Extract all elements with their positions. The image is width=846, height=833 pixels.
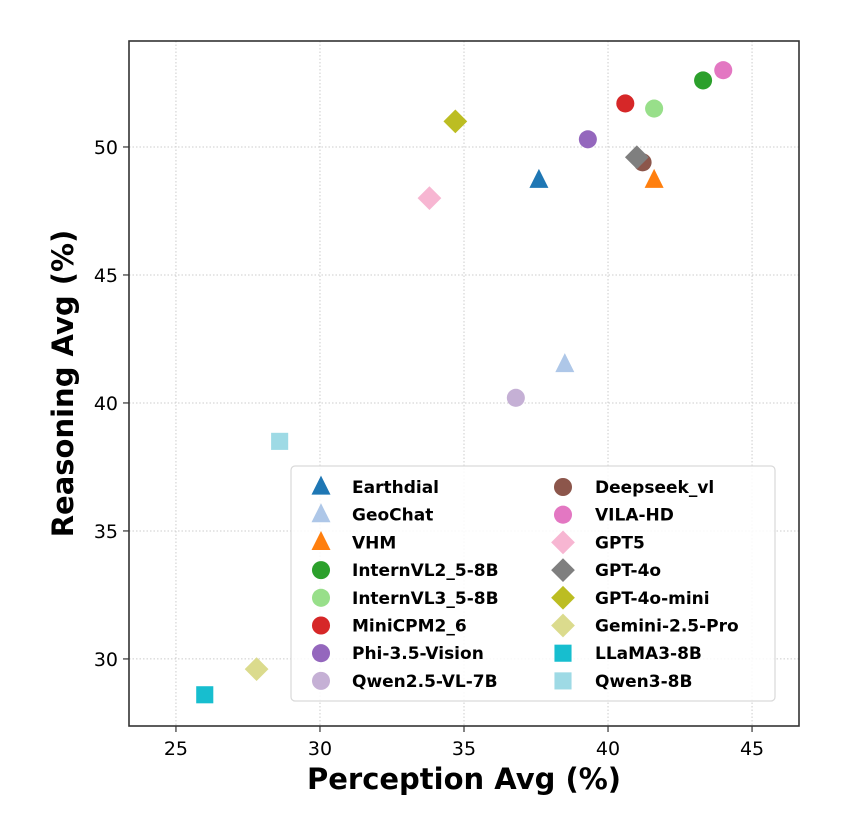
legend-marker-deepseek-vl: [553, 477, 573, 497]
legend-label: Gemini-2.5-Pro: [595, 617, 739, 637]
y-tick-label: 50: [94, 137, 118, 159]
legend-marker-internvl2-5-8b: [311, 561, 331, 580]
x-tick-label: 35: [452, 738, 476, 760]
point-phi-3-5-vision: [578, 130, 597, 149]
x-tick-label: 25: [164, 738, 188, 760]
legend-label: Deepseek_vl: [595, 478, 714, 498]
data-points: [196, 61, 733, 704]
legend-marker-gpt5: [551, 530, 575, 555]
legend-marker-qwen2-5-vl-7b: [311, 671, 331, 690]
point-gemini-2-5-pro: [244, 657, 269, 682]
legend-label: Phi-3.5-Vision: [352, 644, 484, 664]
legend-box: [290, 465, 776, 702]
legend-item-qwen2-5-vl-7b: Qwen2.5-VL-7B: [311, 671, 498, 692]
legend-item-gemini-2-5-pro: Gemini-2.5-Pro: [551, 613, 739, 638]
legend-item-gpt5: GPT5: [551, 530, 645, 555]
legend-label: InternVL3_5-8B: [352, 589, 499, 609]
legend-marker-geochat: [311, 503, 331, 523]
legend-item-internvl3-5-8b: InternVL3_5-8B: [311, 588, 499, 609]
point-llama3-8b: [196, 686, 214, 704]
x-axis-ticks: 25 30 35 40 45: [164, 726, 764, 760]
point-minicpm2-6: [616, 94, 635, 113]
legend-marker-vila-hd: [553, 505, 573, 524]
legend-item-phi-3-5-vision: Phi-3.5-Vision: [311, 644, 484, 664]
legend-label: InternVL2_5-8B: [352, 561, 499, 581]
point-gpt-4o-mini: [443, 109, 468, 134]
legend-item-vila-hd: VILA-HD: [553, 505, 674, 526]
legend-item-llama3-8b: LLaMA3-8B: [554, 644, 702, 664]
point-geochat: [555, 353, 575, 373]
legend-label: GPT-4o-mini: [595, 589, 710, 609]
legend-marker-phi-3-5-vision: [311, 644, 331, 663]
legend-label: LLaMA3-8B: [595, 644, 702, 664]
legend-item-vhm: VHM: [311, 531, 396, 553]
point-internvl3-5-8b: [645, 99, 664, 118]
legend-label: VHM: [352, 533, 396, 553]
point-gpt-4o: [624, 145, 649, 170]
point-earthdial: [529, 168, 549, 188]
legend: Earthdial GeoChat VHM InternVL2_5-8B InternV…: [290, 465, 776, 702]
legend-item-minicpm2-6: MiniCPM2_6: [311, 616, 467, 637]
point-internvl2-5-8b: [694, 71, 713, 90]
x-axis-label: Perception Avg (%): [307, 762, 621, 796]
legend-item-geochat: GeoChat: [311, 503, 433, 526]
legend-marker-llama3-8b: [554, 644, 572, 662]
legend-marker-internvl3-5-8b: [311, 588, 331, 607]
legend-label: VILA-HD: [595, 506, 674, 526]
y-tick-label: 45: [94, 265, 118, 287]
y-tick-label: 30: [94, 649, 118, 671]
point-qwen2-5-vl-7b: [506, 388, 525, 407]
legend-item-deepseek-vl: Deepseek_vl: [553, 477, 714, 498]
legend-marker-gemini-2-5-pro: [551, 613, 575, 638]
legend-marker-minicpm2-6: [311, 616, 331, 635]
legend-label: Earthdial: [352, 478, 439, 498]
legend-item-earthdial: Earthdial: [311, 475, 439, 498]
legend-label: MiniCPM2_6: [352, 617, 467, 637]
legend-item-gpt-4o-mini: GPT-4o-mini: [551, 585, 710, 610]
legend-item-internvl2-5-8b: InternVL2_5-8B: [311, 561, 499, 581]
y-axis-ticks: 30 35 40 45 50: [94, 137, 129, 671]
x-tick-label: 45: [740, 738, 764, 760]
legend-label: Qwen2.5-VL-7B: [352, 672, 498, 692]
y-tick-label: 35: [94, 521, 118, 543]
x-tick-label: 30: [308, 738, 332, 760]
y-axis-label: Reasoning Avg (%): [46, 230, 80, 538]
legend-label: Qwen3-8B: [595, 672, 692, 692]
legend-marker-vhm: [311, 531, 331, 550]
x-tick-label: 40: [596, 738, 620, 760]
legend-label: GPT5: [595, 533, 645, 553]
point-vila-hd: [714, 61, 733, 80]
legend-marker-gpt-4o: [551, 558, 575, 582]
y-tick-label: 40: [94, 393, 118, 415]
legend-label: GeoChat: [352, 506, 433, 526]
point-gpt5: [417, 186, 442, 211]
point-qwen3-8b: [271, 432, 289, 450]
legend-marker-earthdial: [311, 475, 331, 495]
legend-marker-qwen3-8b: [554, 672, 572, 690]
legend-item-gpt-4o: GPT-4o: [551, 558, 661, 582]
point-vhm: [644, 168, 664, 188]
legend-marker-gpt-4o-mini: [551, 585, 575, 610]
legend-label: GPT-4o: [595, 561, 661, 581]
legend-item-qwen3-8b: Qwen3-8B: [554, 672, 692, 692]
